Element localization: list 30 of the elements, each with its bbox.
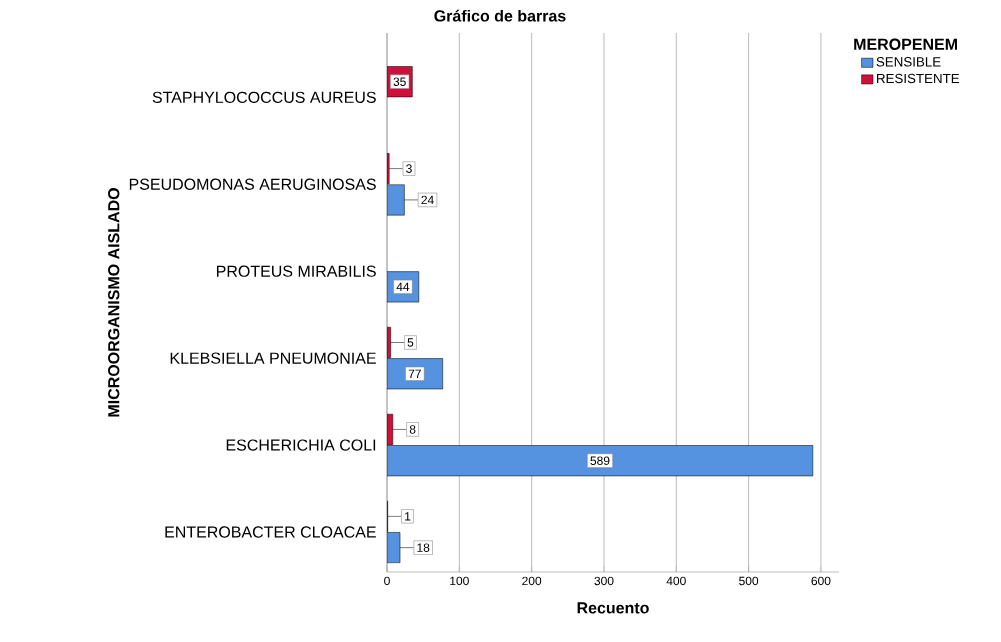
chart-title: Gráfico de barras [434,9,566,22]
data-label: 24 [421,195,434,205]
legend-title: MEROPENEM [854,38,957,50]
x-tick-label: 0 [384,576,390,586]
x-tick-label: 600 [811,576,831,586]
y-tick-label: PSEUDOMONAS AERUGINOSAS [129,178,376,190]
legend-label: SENSIBLE [876,57,941,67]
data-label: 1 [405,512,411,521]
data-label: 589 [590,456,610,465]
x-tick-label: 100 [450,576,469,586]
data-label: 8 [409,425,416,434]
data-label: 44 [396,282,410,291]
y-tick-label: KLEBSIELLA PNEUMONIAE [170,352,376,364]
y-axis-title: MICROORGANISMO AISLADO [108,188,120,417]
x-axis-title: Recuento [577,602,649,614]
y-tick-label: ESCHERICHIA COLI [226,439,376,451]
data-label: 77 [408,369,421,378]
data-label: 5 [407,338,414,347]
x-tick-label: 400 [666,576,686,586]
bar [387,445,814,477]
x-tick-label: 500 [739,576,759,586]
data-label: 35 [393,77,406,86]
x-tick-label: 300 [594,576,614,586]
y-tick-label: STAPHYLOCOCCUS AUREUS [152,91,376,103]
y-tick-label: ENTEROBACTER CLOACAE [165,526,376,538]
y-tick-label: PROTEUS MIRABILIS [217,265,376,277]
data-label: 18 [417,543,430,552]
x-tick-label: 200 [522,576,542,586]
data-label: 3 [406,164,412,173]
legend-label: RESISTENTE [877,73,960,84]
